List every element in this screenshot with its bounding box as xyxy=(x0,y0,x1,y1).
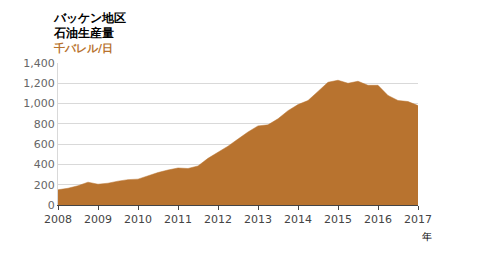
svg-text:2009: 2009 xyxy=(84,213,112,226)
svg-text:400: 400 xyxy=(34,158,55,171)
svg-text:2013: 2013 xyxy=(244,213,272,226)
svg-text:1,200: 1,200 xyxy=(23,77,55,90)
svg-text:2017: 2017 xyxy=(404,213,432,226)
svg-text:0: 0 xyxy=(48,199,55,212)
svg-text:バッケン地区: バッケン地区 xyxy=(53,11,126,25)
svg-text:千バレル/日: 千バレル/日 xyxy=(53,42,113,55)
svg-text:石油生産量: 石油生産量 xyxy=(53,26,114,40)
svg-text:2014: 2014 xyxy=(284,213,312,226)
svg-text:600: 600 xyxy=(34,138,55,151)
svg-text:2015: 2015 xyxy=(324,213,352,226)
svg-text:200: 200 xyxy=(34,179,55,192)
svg-text:2012: 2012 xyxy=(204,213,232,226)
svg-text:1,400: 1,400 xyxy=(23,57,55,70)
svg-text:年: 年 xyxy=(422,231,432,242)
svg-text:800: 800 xyxy=(34,118,55,131)
svg-text:1,000: 1,000 xyxy=(23,97,55,110)
svg-text:2010: 2010 xyxy=(124,213,152,226)
svg-text:2008: 2008 xyxy=(44,213,72,226)
svg-text:2016: 2016 xyxy=(364,213,392,226)
svg-text:2011: 2011 xyxy=(164,213,192,226)
